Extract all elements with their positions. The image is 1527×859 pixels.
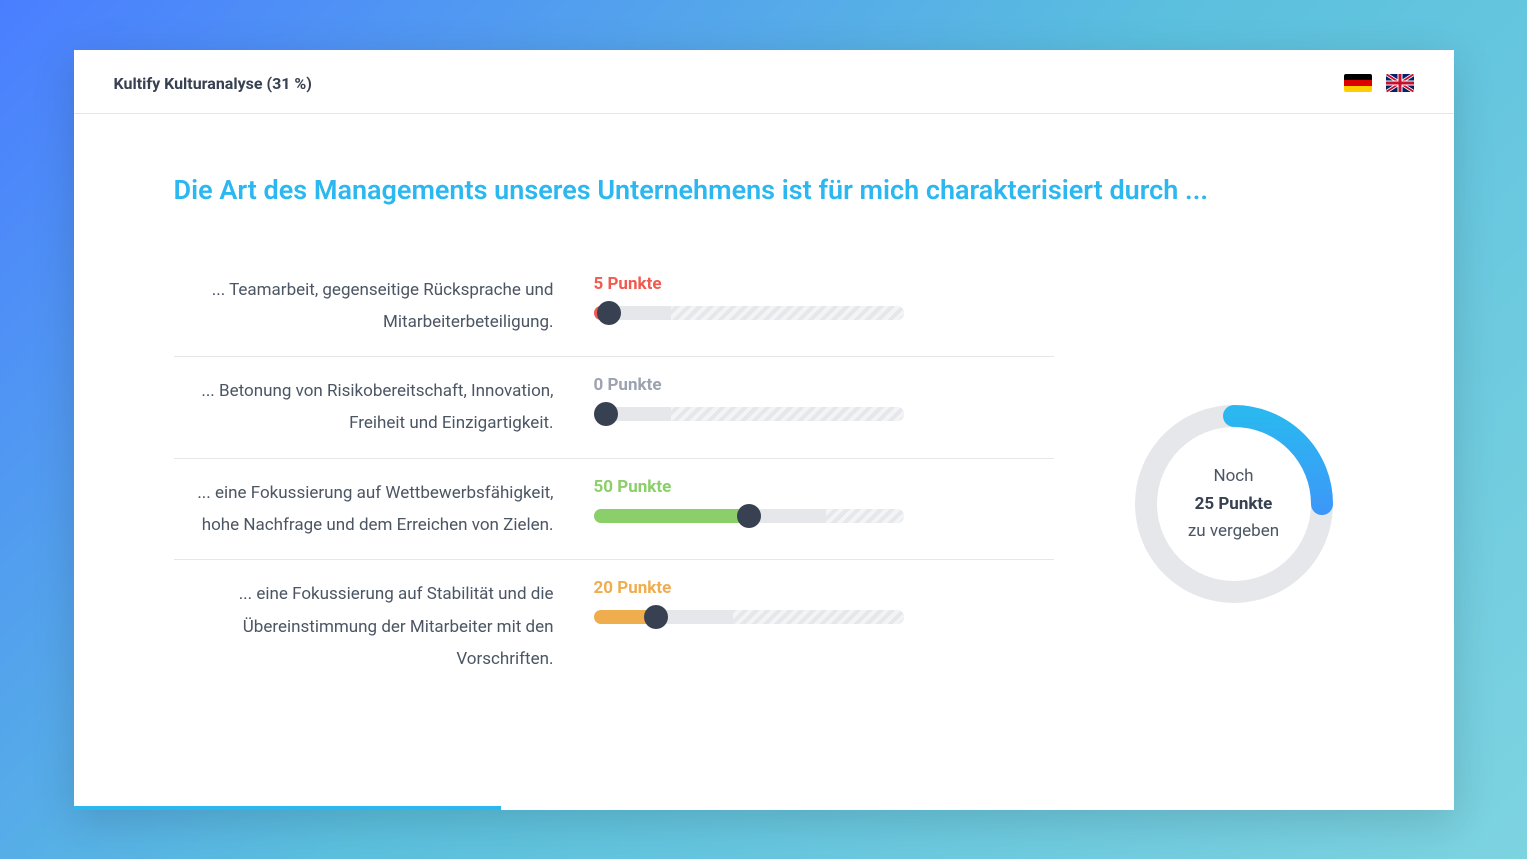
slider-row: ... Teamarbeit, gegenseitige Rücksprache…: [174, 256, 1054, 358]
question-title: Die Art des Managements unseres Unterneh…: [174, 174, 1354, 206]
slider-control: 0 Punkte: [594, 375, 1054, 421]
gauge-column: Noch 25 Punkte zu vergeben: [1114, 256, 1354, 694]
slider-row: ... Betonung von Risikobereitschaft, Inn…: [174, 357, 1054, 459]
points-label: 20 Punkte: [594, 578, 1054, 598]
points-label: 50 Punkte: [594, 477, 1054, 497]
header-title: Kultify Kulturanalyse (31 %): [114, 74, 312, 93]
slider-row: ... eine Fokussierung auf Wettbewerbsfäh…: [174, 459, 1054, 561]
gauge-line-1: Noch: [1188, 464, 1279, 491]
slider-hatch: [733, 610, 904, 624]
slider-thumb[interactable]: [594, 402, 618, 426]
slider-track[interactable]: [594, 509, 904, 523]
gauge-line-3: zu vergeben: [1188, 518, 1279, 545]
survey-card: Kultify Kulturanalyse (31 %): [74, 50, 1454, 810]
slider-label: ... Teamarbeit, gegenseitige Rücksprache…: [174, 274, 554, 339]
slider-control: 5 Punkte: [594, 274, 1054, 320]
slider-control: 20 Punkte: [594, 578, 1054, 624]
progress-bar: [74, 806, 502, 810]
flag-de-icon[interactable]: [1344, 74, 1372, 92]
slider-label: ... Betonung von Risikobereitschaft, Inn…: [174, 375, 554, 440]
content-row: ... Teamarbeit, gegenseitige Rücksprache…: [174, 256, 1354, 694]
language-flags: [1344, 74, 1414, 92]
slider-label: ... eine Fokussierung auf Stabilität und…: [174, 578, 554, 675]
slider-thumb[interactable]: [737, 504, 761, 528]
sliders-column: ... Teamarbeit, gegenseitige Rücksprache…: [174, 256, 1054, 694]
gauge-text: Noch 25 Punkte zu vergeben: [1188, 464, 1279, 546]
slider-track[interactable]: [594, 306, 904, 320]
points-label: 0 Punkte: [594, 375, 1054, 395]
slider-thumb[interactable]: [597, 301, 621, 325]
slider-hatch: [671, 407, 904, 421]
slider-thumb[interactable]: [644, 605, 668, 629]
flag-uk-icon[interactable]: [1386, 74, 1414, 92]
main-content: Die Art des Managements unseres Unterneh…: [74, 114, 1454, 810]
gauge-points: 25 Punkte: [1188, 491, 1279, 518]
header: Kultify Kulturanalyse (31 %): [74, 50, 1454, 114]
slider-track[interactable]: [594, 610, 904, 624]
slider-row: ... eine Fokussierung auf Stabilität und…: [174, 560, 1054, 693]
slider-hatch: [826, 509, 904, 523]
remaining-points-gauge: Noch 25 Punkte zu vergeben: [1129, 399, 1339, 609]
points-label: 5 Punkte: [594, 274, 1054, 294]
slider-hatch: [671, 306, 904, 320]
slider-label: ... eine Fokussierung auf Wettbewerbsfäh…: [174, 477, 554, 542]
slider-control: 50 Punkte: [594, 477, 1054, 523]
slider-fill: [594, 509, 749, 523]
slider-track[interactable]: [594, 407, 904, 421]
